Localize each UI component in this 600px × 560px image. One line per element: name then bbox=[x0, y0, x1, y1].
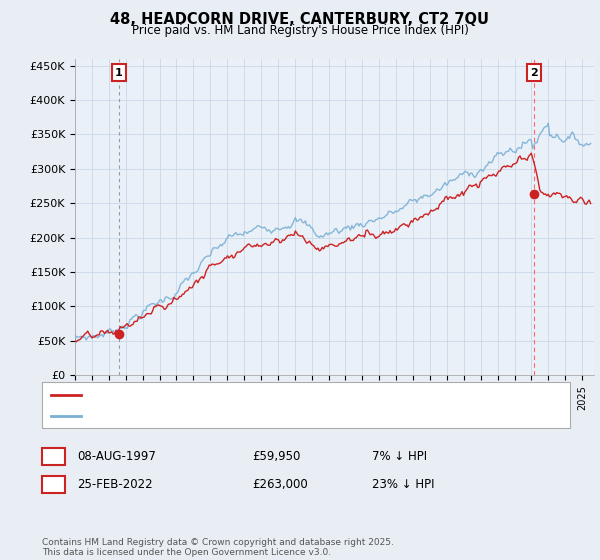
Text: £59,950: £59,950 bbox=[252, 450, 301, 463]
Text: Price paid vs. HM Land Registry's House Price Index (HPI): Price paid vs. HM Land Registry's House … bbox=[131, 24, 469, 36]
Text: £263,000: £263,000 bbox=[252, 478, 308, 491]
Text: 2: 2 bbox=[49, 478, 58, 491]
Text: 1: 1 bbox=[115, 68, 123, 77]
Text: 1: 1 bbox=[49, 450, 58, 463]
Text: 48, HEADCORN DRIVE, CANTERBURY, CT2 7QU: 48, HEADCORN DRIVE, CANTERBURY, CT2 7QU bbox=[110, 12, 490, 27]
Text: HPI: Average price, semi-detached house, Canterbury: HPI: Average price, semi-detached house,… bbox=[87, 410, 368, 421]
Text: 23% ↓ HPI: 23% ↓ HPI bbox=[372, 478, 434, 491]
Text: Contains HM Land Registry data © Crown copyright and database right 2025.
This d: Contains HM Land Registry data © Crown c… bbox=[42, 538, 394, 557]
Text: 7% ↓ HPI: 7% ↓ HPI bbox=[372, 450, 427, 463]
Text: 48, HEADCORN DRIVE, CANTERBURY, CT2 7QU (semi-detached house): 48, HEADCORN DRIVE, CANTERBURY, CT2 7QU … bbox=[87, 390, 454, 400]
Text: 08-AUG-1997: 08-AUG-1997 bbox=[77, 450, 155, 463]
Text: 2: 2 bbox=[530, 68, 538, 77]
Text: 25-FEB-2022: 25-FEB-2022 bbox=[77, 478, 152, 491]
